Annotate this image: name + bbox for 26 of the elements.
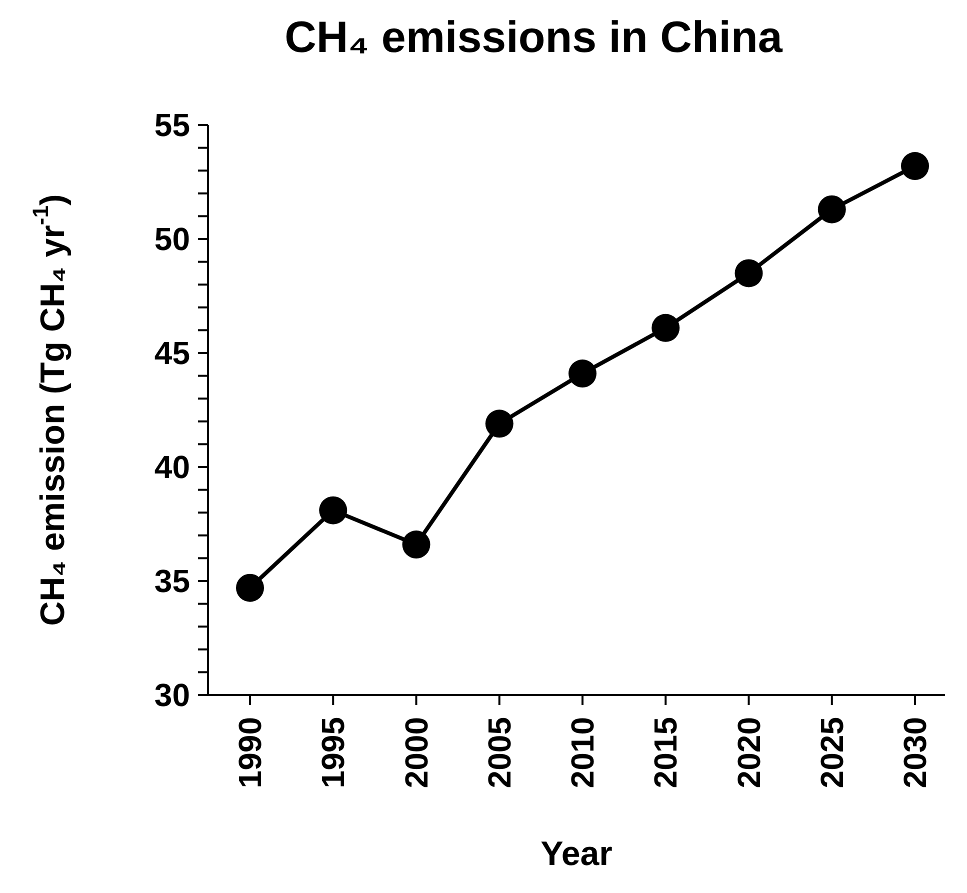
x-tick-label: 2010 xyxy=(564,717,600,788)
x-tick-label: 1990 xyxy=(232,717,268,788)
x-tick-label: 2005 xyxy=(481,717,518,788)
x-tick-label: 2030 xyxy=(897,717,933,788)
x-tick-label: 1995 xyxy=(315,717,352,788)
y-tick-label: 30 xyxy=(154,677,190,713)
point xyxy=(901,152,929,180)
x-tick-label: 2025 xyxy=(814,717,850,788)
y-tick-label: 50 xyxy=(154,221,190,257)
x-tick-label: 2020 xyxy=(730,717,767,788)
point xyxy=(402,530,430,559)
y-tick-label: 45 xyxy=(154,335,190,371)
point xyxy=(568,360,596,388)
x-tick-label: 2000 xyxy=(398,717,434,788)
x-tick-label: 2015 xyxy=(648,717,684,788)
x-axis-title: Year xyxy=(540,835,612,873)
point xyxy=(236,574,264,602)
y-tick-label: 40 xyxy=(154,449,190,485)
y-tick-label: 35 xyxy=(154,563,190,599)
point xyxy=(485,410,514,438)
point xyxy=(818,195,846,224)
chart-title: CH₄ emissions in China xyxy=(284,12,784,64)
point xyxy=(734,259,763,288)
point xyxy=(652,314,680,342)
y-tick-label: 55 xyxy=(154,107,190,143)
point xyxy=(319,496,348,524)
